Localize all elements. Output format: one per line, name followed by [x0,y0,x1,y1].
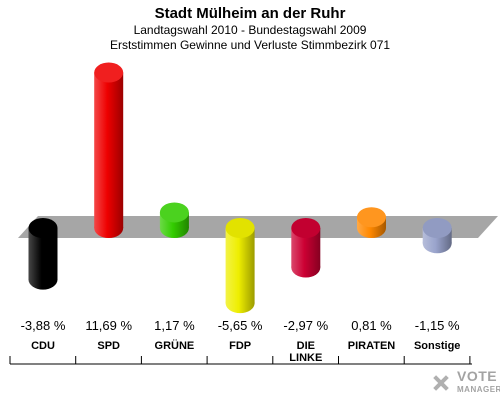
value-label-fdp: -5,65 % [218,318,263,333]
bar-spd-body [94,72,124,228]
value-label-cdu: -3,88 % [21,318,66,333]
logo-text-vote: VOTE [457,368,497,384]
bar-cdu-top-cap [28,218,58,238]
category-axis: CDU SPD GRÜNE FDP DIE LINKE PIRATEN Sonstige [9,339,472,365]
bar-fdp [225,218,255,314]
category-label-fdp: FDP [229,340,251,352]
bars-group [28,62,452,314]
value-label-sonstige: -1,15 % [415,318,460,333]
bar-die-linke [291,218,321,278]
bar-sonstige-top-cap [422,218,452,238]
category-label-sonstige: Sonstige [414,340,460,352]
bar-cdu [28,218,58,290]
chart-title: Stadt Mülheim an der Ruhr [155,5,346,22]
chart-subtitle: Landtagswahl 2010 - Bundestagswahl 2009 [134,23,367,37]
bar-sonstige [422,218,452,254]
bar-spd-bottom-cap [94,218,124,238]
bar-die-linke-bottom-cap [291,257,321,278]
bar-gr-ne [159,202,189,238]
logo-text-manager: MANAGER [457,385,500,394]
bar-piraten-top-cap [357,207,386,228]
bar-spd-top-cap [94,62,124,83]
chart-subtitle-2: Erststimmen Gewinne und Verluste Stimmbe… [110,38,390,52]
vote-manager-logo: VOTE MANAGER [433,368,500,394]
bar-fdp-bottom-cap [225,293,255,314]
bar-die-linke-top-cap [291,218,321,238]
value-labels-group: -3,88 % 11,69 % 1,17 % -5,65 % -2,97 % 0,81 %… [21,318,460,333]
category-label-die-linke: DIE LINKE [289,340,322,364]
bar-fdp-top-cap [225,218,255,238]
bar-gr-ne-top-cap [159,202,189,223]
category-label-cdu: CDU [31,340,55,352]
value-label-piraten: 0,81 % [351,318,392,333]
bar-spd [94,62,124,238]
value-label-spd: 11,69 % [85,318,132,333]
category-label-gr-ne: GRÜNE [155,339,195,352]
bar-piraten [357,207,386,238]
bar-fdp-body [225,228,255,304]
value-label-die-linke: -2,97 % [283,318,328,333]
value-label-gr-ne: 1,17 % [154,318,195,333]
bar-sonstige-bottom-cap [422,233,452,254]
bar-cdu-bottom-cap [28,269,58,290]
category-label-piraten: PIRATEN [348,340,396,352]
bar-gr-ne-bottom-cap [159,218,189,238]
category-label-spd: SPD [97,340,120,352]
